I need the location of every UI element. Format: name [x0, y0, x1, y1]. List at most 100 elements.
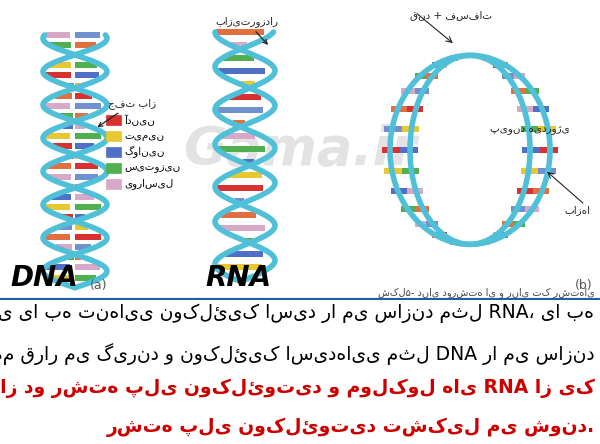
Polygon shape	[454, 239, 458, 245]
Bar	[59, 224, 73, 230]
Bar	[233, 120, 245, 126]
Bar	[50, 274, 71, 281]
Bar	[75, 265, 100, 270]
Text: پیوند هیدروژی: پیوند هیدروژی	[490, 125, 570, 135]
Text: رشته پلی نوکلئوتید تشکیل می شوند.: رشته پلی نوکلئوتید تشکیل می شوند.	[107, 418, 595, 437]
Polygon shape	[517, 106, 533, 112]
Bar	[75, 143, 94, 149]
Polygon shape	[427, 221, 437, 227]
Bar	[67, 254, 74, 260]
Text: بنابراین مولکول های DNA از دو رشته پلی نوکلئوتید و مولکول های RNA از یک: بنابراین مولکول های DNA از دو رشته پلی ن…	[0, 379, 595, 398]
Bar	[71, 153, 74, 159]
Bar	[226, 250, 263, 257]
Polygon shape	[511, 88, 525, 94]
Bar	[46, 265, 70, 270]
Polygon shape	[407, 188, 423, 194]
Polygon shape	[540, 147, 558, 153]
Polygon shape	[384, 126, 402, 132]
Text: (a): (a)	[90, 279, 107, 292]
Bar	[44, 133, 70, 139]
Bar	[106, 163, 121, 173]
Bar	[75, 123, 85, 129]
Polygon shape	[427, 73, 437, 79]
Bar	[106, 115, 121, 125]
Polygon shape	[485, 239, 490, 245]
Polygon shape	[522, 147, 540, 153]
Bar	[216, 29, 264, 35]
Bar	[106, 147, 121, 157]
Polygon shape	[440, 232, 448, 238]
Bar	[75, 204, 101, 210]
Bar	[75, 133, 101, 139]
Bar	[75, 72, 100, 79]
Polygon shape	[407, 106, 423, 112]
Bar	[46, 72, 71, 79]
Text: Gama.ir: Gama.ir	[183, 124, 417, 176]
Polygon shape	[485, 55, 490, 61]
Polygon shape	[533, 188, 549, 194]
Polygon shape	[538, 168, 556, 174]
Polygon shape	[415, 88, 430, 94]
Bar	[63, 123, 73, 129]
Text: DNA: DNA	[10, 264, 78, 292]
Bar	[72, 184, 74, 190]
Bar	[75, 103, 101, 109]
Text: بازیتروزدار: بازیتروزدار	[215, 16, 278, 44]
Polygon shape	[538, 126, 556, 132]
Bar	[44, 234, 70, 240]
Bar	[75, 62, 97, 68]
Polygon shape	[400, 147, 418, 153]
Polygon shape	[514, 73, 525, 79]
Polygon shape	[402, 168, 419, 174]
Polygon shape	[451, 239, 454, 245]
Bar	[235, 198, 244, 205]
Polygon shape	[482, 55, 485, 61]
Bar	[75, 163, 98, 170]
Polygon shape	[415, 221, 427, 227]
Text: گوانین: گوانین	[124, 146, 164, 158]
Bar	[53, 143, 71, 149]
Bar	[46, 32, 70, 38]
Polygon shape	[493, 232, 500, 238]
Polygon shape	[525, 206, 539, 212]
Polygon shape	[401, 88, 415, 94]
Bar	[230, 94, 262, 100]
Bar	[44, 103, 70, 109]
Text: صورت دوتایی مقابل هم قرار می گیرند و نوکلئیک اسیدهایی مثل DNA را می سازند: صورت دوتایی مقابل هم قرار می گیرند و نوک…	[0, 343, 595, 365]
Bar	[106, 179, 121, 189]
Bar	[217, 264, 262, 270]
Bar	[75, 113, 88, 119]
Bar	[231, 42, 247, 48]
Polygon shape	[454, 55, 458, 61]
Polygon shape	[432, 232, 440, 238]
Polygon shape	[401, 206, 415, 212]
Bar	[245, 238, 253, 244]
Text: آدنین: آدنین	[124, 114, 155, 126]
Text: RNA: RNA	[205, 264, 271, 292]
Polygon shape	[521, 126, 538, 132]
Polygon shape	[415, 73, 427, 79]
Polygon shape	[482, 239, 485, 245]
Polygon shape	[432, 62, 440, 67]
Text: تیمین: تیمین	[124, 131, 164, 141]
Bar	[75, 153, 78, 159]
Polygon shape	[502, 73, 514, 79]
Bar	[47, 163, 71, 170]
Bar	[218, 68, 265, 74]
Bar	[75, 42, 96, 48]
Bar	[75, 174, 98, 179]
Polygon shape	[391, 106, 407, 112]
Bar	[55, 93, 72, 99]
Bar	[75, 32, 100, 38]
Polygon shape	[415, 206, 430, 212]
Bar	[45, 204, 70, 210]
Polygon shape	[511, 206, 525, 212]
Polygon shape	[521, 168, 538, 174]
Bar	[52, 194, 71, 200]
Polygon shape	[514, 221, 525, 227]
Bar	[223, 55, 254, 61]
Bar	[216, 107, 263, 113]
Text: سیتوزین: سیتوزین	[124, 163, 180, 173]
Polygon shape	[517, 188, 533, 194]
Bar	[237, 277, 242, 283]
